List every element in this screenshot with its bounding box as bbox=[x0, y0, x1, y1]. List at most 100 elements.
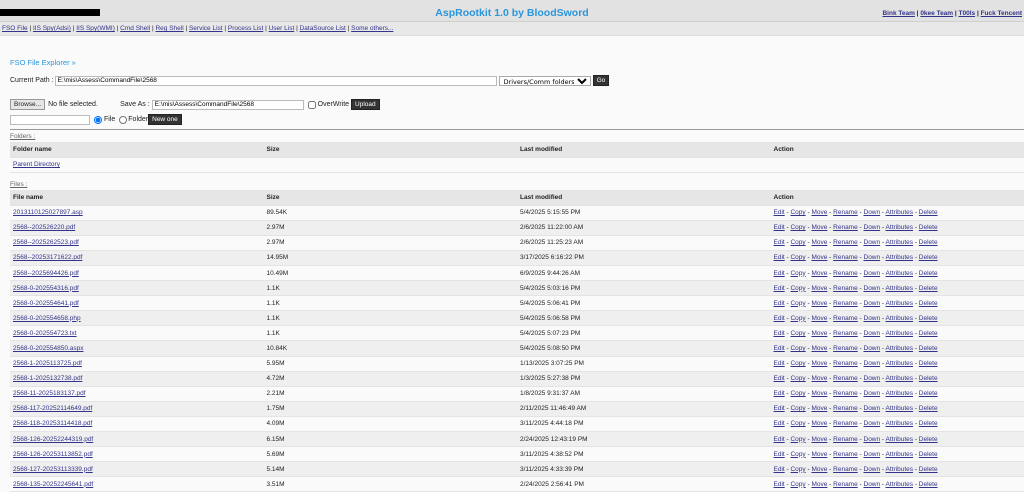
action-down-link[interactable]: Down bbox=[864, 209, 881, 216]
browse-button[interactable]: Browse... bbox=[10, 99, 45, 110]
go-button[interactable]: Go bbox=[593, 75, 610, 86]
action-down-link[interactable]: Down bbox=[864, 239, 881, 246]
action-copy-link[interactable]: Copy bbox=[790, 466, 805, 473]
action-copy-link[interactable]: Copy bbox=[790, 270, 805, 277]
action-rename-link[interactable]: Rename bbox=[833, 360, 858, 367]
action-copy-link[interactable]: Copy bbox=[790, 239, 805, 246]
action-attributes-link[interactable]: Attributes bbox=[886, 224, 913, 231]
file-name-link[interactable]: 2568-0-202554658.php bbox=[13, 315, 81, 322]
action-delete-link[interactable]: Delete bbox=[919, 466, 938, 473]
action-edit-link[interactable]: Edit bbox=[774, 270, 785, 277]
action-move-link[interactable]: Move bbox=[811, 375, 827, 382]
action-move-link[interactable]: Move bbox=[811, 239, 827, 246]
file-name-link[interactable]: 2568-126-20253113852.pdf bbox=[13, 451, 93, 458]
action-rename-link[interactable]: Rename bbox=[833, 270, 858, 277]
action-move-link[interactable]: Move bbox=[811, 466, 827, 473]
nav-link[interactable]: Process List bbox=[228, 25, 263, 32]
nav-link[interactable]: IIS Spy(WMI) bbox=[76, 25, 115, 32]
action-copy-link[interactable]: Copy bbox=[790, 300, 805, 307]
action-delete-link[interactable]: Delete bbox=[919, 481, 938, 488]
action-edit-link[interactable]: Edit bbox=[774, 405, 785, 412]
action-delete-link[interactable]: Delete bbox=[919, 224, 938, 231]
action-down-link[interactable]: Down bbox=[864, 300, 881, 307]
action-delete-link[interactable]: Delete bbox=[919, 345, 938, 352]
action-edit-link[interactable]: Edit bbox=[774, 254, 785, 261]
action-copy-link[interactable]: Copy bbox=[790, 254, 805, 261]
action-copy-link[interactable]: Copy bbox=[790, 436, 805, 443]
action-attributes-link[interactable]: Attributes bbox=[886, 209, 913, 216]
action-copy-link[interactable]: Copy bbox=[790, 360, 805, 367]
folder-radio[interactable] bbox=[119, 116, 127, 124]
action-delete-link[interactable]: Delete bbox=[919, 270, 938, 277]
action-copy-link[interactable]: Copy bbox=[790, 405, 805, 412]
action-copy-link[interactable]: Copy bbox=[790, 315, 805, 322]
file-name-link[interactable]: 2568--2025262523.pdf bbox=[13, 239, 79, 246]
action-copy-link[interactable]: Copy bbox=[790, 390, 805, 397]
save-as-input[interactable] bbox=[152, 100, 304, 110]
action-edit-link[interactable]: Edit bbox=[774, 451, 785, 458]
action-move-link[interactable]: Move bbox=[811, 390, 827, 397]
action-copy-link[interactable]: Copy bbox=[790, 330, 805, 337]
action-edit-link[interactable]: Edit bbox=[774, 315, 785, 322]
action-edit-link[interactable]: Edit bbox=[774, 466, 785, 473]
team-link[interactable]: T00ls bbox=[959, 10, 976, 17]
file-name-link[interactable]: 2568-126-20252244319.pdf bbox=[13, 436, 93, 443]
action-edit-link[interactable]: Edit bbox=[774, 420, 785, 427]
nav-link[interactable]: Service List bbox=[189, 25, 223, 32]
action-rename-link[interactable]: Rename bbox=[833, 239, 858, 246]
action-delete-link[interactable]: Delete bbox=[919, 330, 938, 337]
action-rename-link[interactable]: Rename bbox=[833, 254, 858, 261]
action-rename-link[interactable]: Rename bbox=[833, 466, 858, 473]
action-rename-link[interactable]: Rename bbox=[833, 224, 858, 231]
action-down-link[interactable]: Down bbox=[864, 330, 881, 337]
action-down-link[interactable]: Down bbox=[864, 390, 881, 397]
action-copy-link[interactable]: Copy bbox=[790, 224, 805, 231]
action-rename-link[interactable]: Rename bbox=[833, 420, 858, 427]
parent-directory-link[interactable]: Parent Directory bbox=[13, 161, 60, 168]
action-attributes-link[interactable]: Attributes bbox=[886, 451, 913, 458]
team-link[interactable]: 0kee Team bbox=[920, 10, 953, 17]
nav-link[interactable]: IIS Spy(Adsi) bbox=[33, 25, 71, 32]
file-name-link[interactable]: 2568-0-202554723.txt bbox=[13, 330, 77, 337]
action-down-link[interactable]: Down bbox=[864, 481, 881, 488]
action-rename-link[interactable]: Rename bbox=[833, 300, 858, 307]
upload-button[interactable]: Upload bbox=[351, 99, 380, 110]
action-delete-link[interactable]: Delete bbox=[919, 360, 938, 367]
action-delete-link[interactable]: Delete bbox=[919, 209, 938, 216]
action-move-link[interactable]: Move bbox=[811, 360, 827, 367]
action-move-link[interactable]: Move bbox=[811, 315, 827, 322]
team-link[interactable]: Bink Team bbox=[882, 10, 914, 17]
action-down-link[interactable]: Down bbox=[864, 375, 881, 382]
action-edit-link[interactable]: Edit bbox=[774, 285, 785, 292]
file-name-link[interactable]: 2568-1-2025113725.pdf bbox=[13, 360, 82, 367]
action-edit-link[interactable]: Edit bbox=[774, 436, 785, 443]
team-link[interactable]: Fuck Tencent bbox=[981, 10, 1022, 17]
file-name-link[interactable]: 2568-11-2025183137.pdf bbox=[13, 390, 86, 397]
action-attributes-link[interactable]: Attributes bbox=[886, 375, 913, 382]
action-down-link[interactable]: Down bbox=[864, 466, 881, 473]
action-attributes-link[interactable]: Attributes bbox=[886, 239, 913, 246]
action-down-link[interactable]: Down bbox=[864, 285, 881, 292]
action-rename-link[interactable]: Rename bbox=[833, 481, 858, 488]
action-move-link[interactable]: Move bbox=[811, 405, 827, 412]
action-edit-link[interactable]: Edit bbox=[774, 360, 785, 367]
action-attributes-link[interactable]: Attributes bbox=[886, 315, 913, 322]
action-edit-link[interactable]: Edit bbox=[774, 239, 785, 246]
action-rename-link[interactable]: Rename bbox=[833, 285, 858, 292]
action-move-link[interactable]: Move bbox=[811, 270, 827, 277]
action-rename-link[interactable]: Rename bbox=[833, 405, 858, 412]
action-attributes-link[interactable]: Attributes bbox=[886, 300, 913, 307]
file-radio[interactable] bbox=[94, 116, 102, 124]
action-attributes-link[interactable]: Attributes bbox=[886, 360, 913, 367]
file-name-link[interactable]: 2568-135-20252245641.pdf bbox=[13, 481, 93, 488]
action-attributes-link[interactable]: Attributes bbox=[886, 270, 913, 277]
new-name-input[interactable] bbox=[10, 115, 90, 125]
action-copy-link[interactable]: Copy bbox=[790, 285, 805, 292]
action-rename-link[interactable]: Rename bbox=[833, 330, 858, 337]
action-edit-link[interactable]: Edit bbox=[774, 224, 785, 231]
action-move-link[interactable]: Move bbox=[811, 254, 827, 261]
action-down-link[interactable]: Down bbox=[864, 315, 881, 322]
action-attributes-link[interactable]: Attributes bbox=[886, 390, 913, 397]
file-name-link[interactable]: 2568-117-20252114649.pdf bbox=[13, 405, 92, 412]
action-delete-link[interactable]: Delete bbox=[919, 285, 938, 292]
